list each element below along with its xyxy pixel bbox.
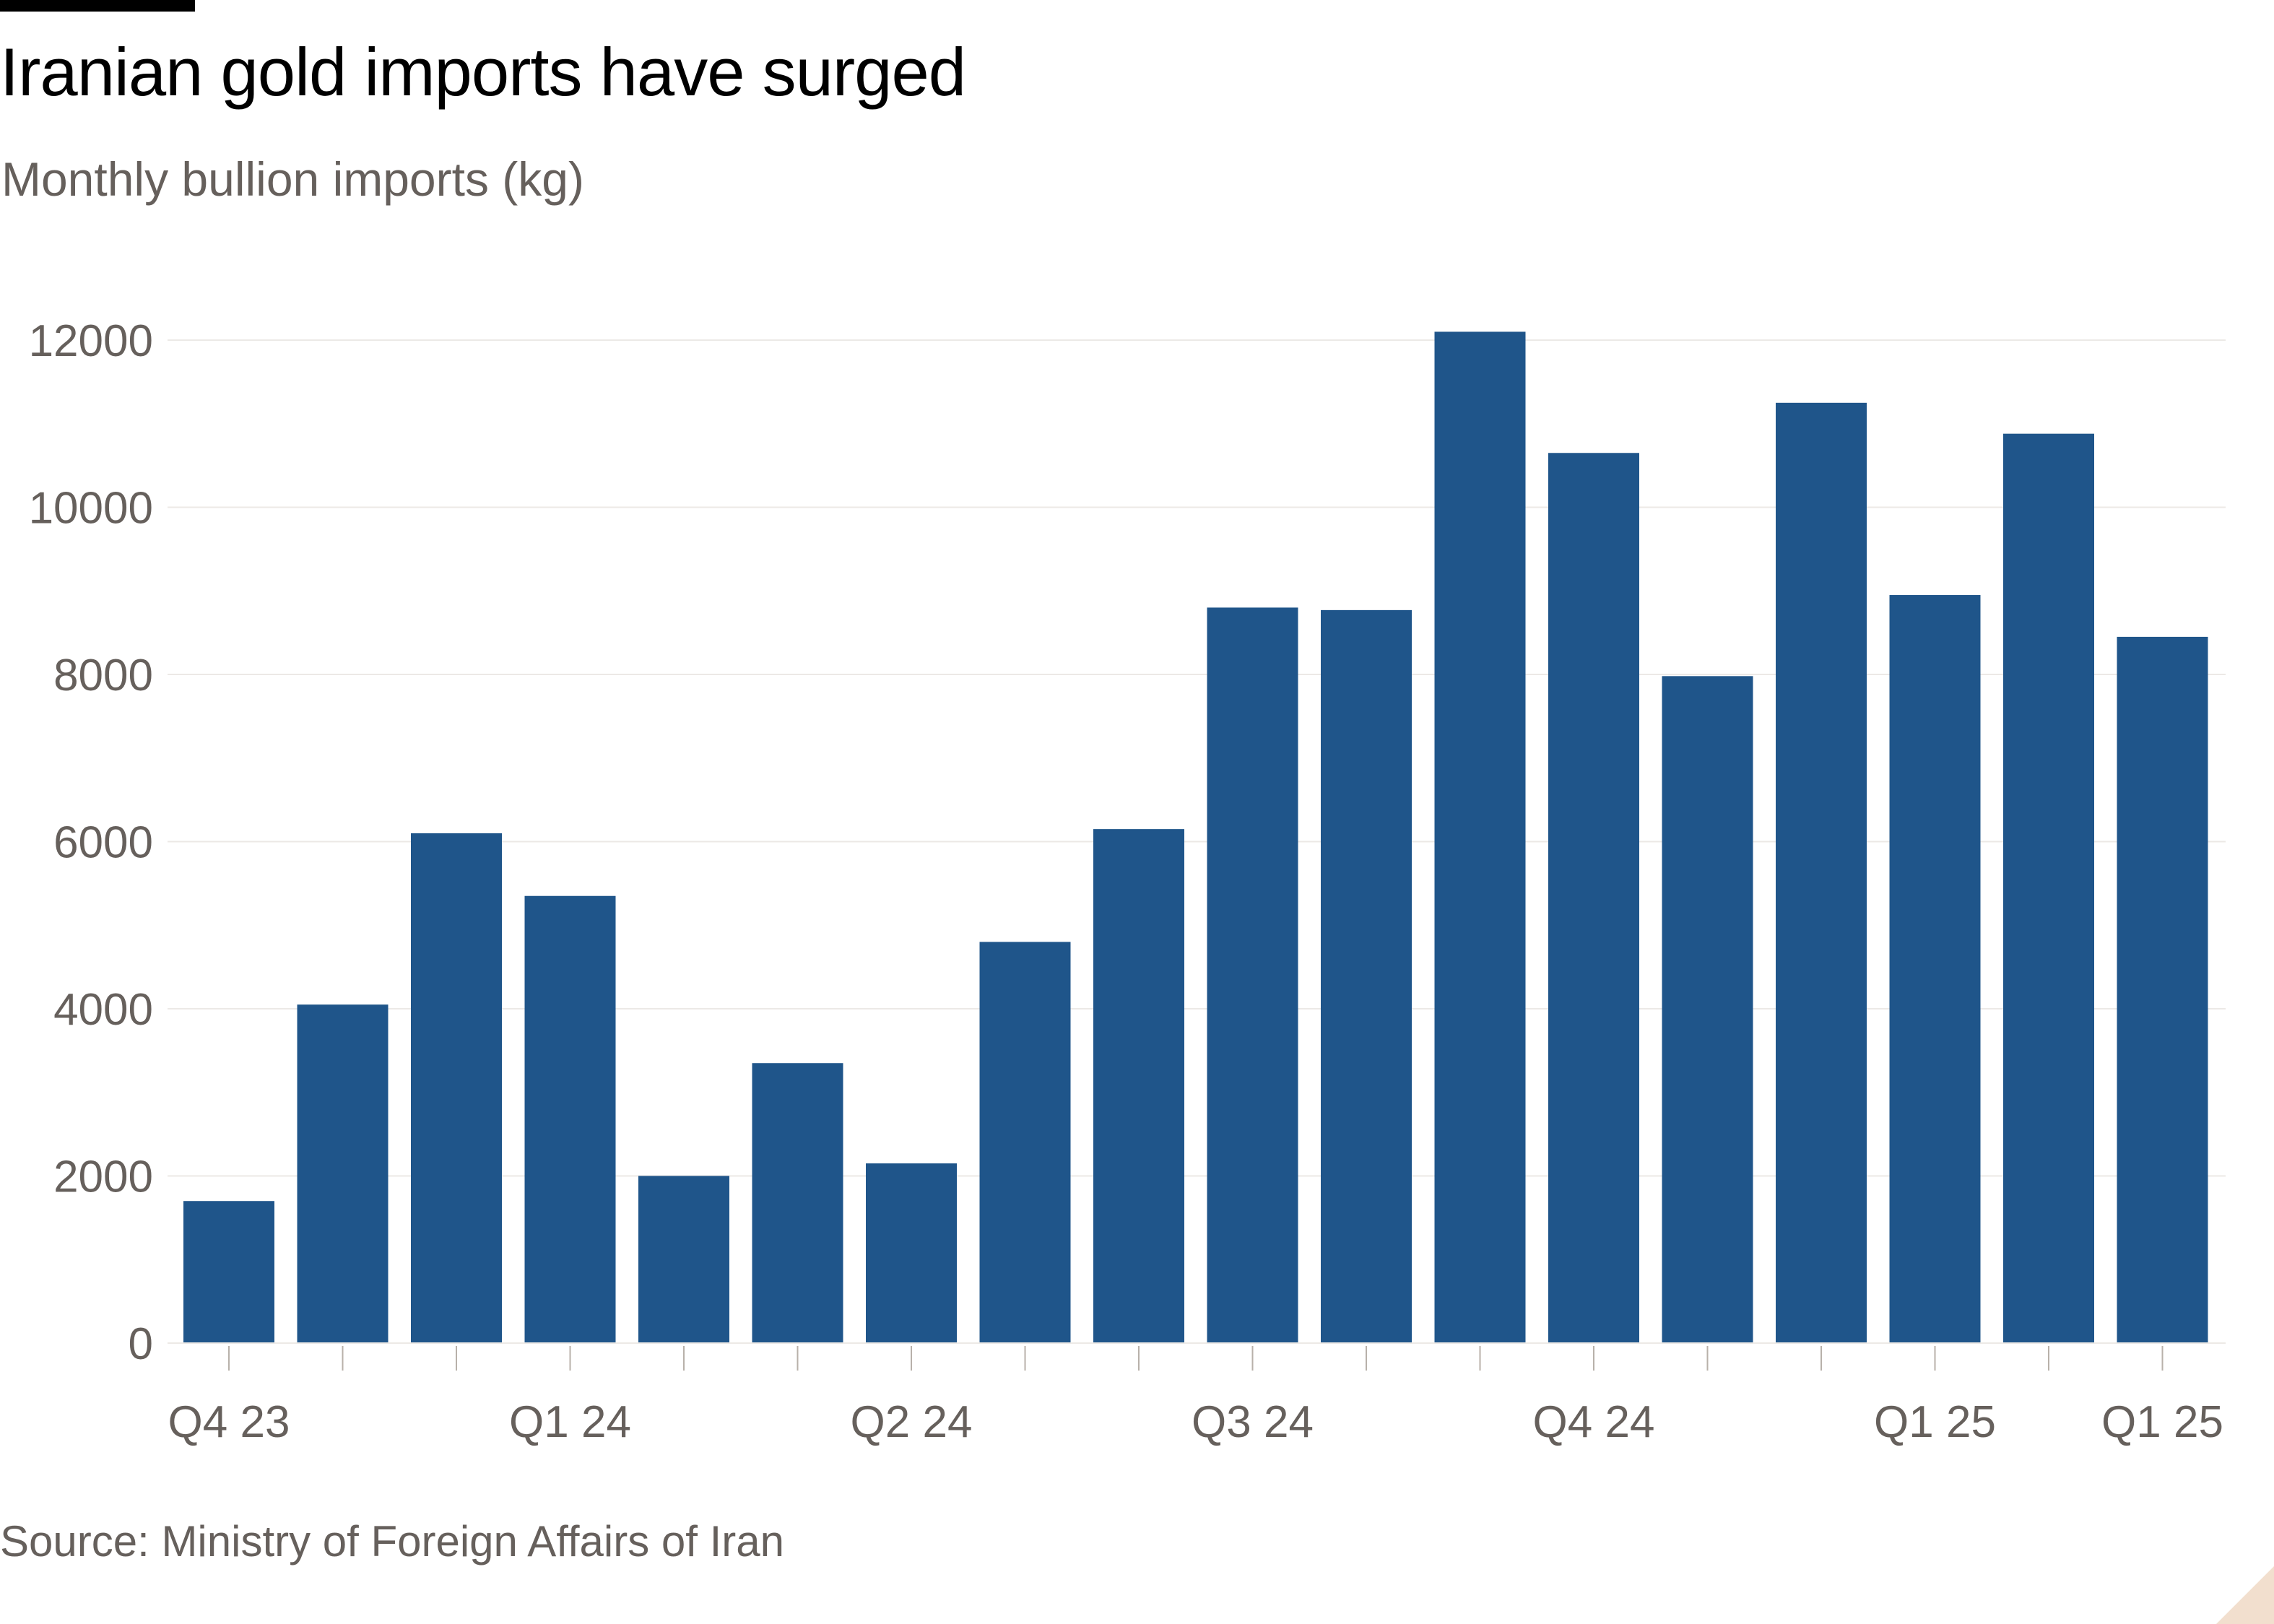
x-tick-label: Q1 24 bbox=[509, 1397, 631, 1447]
bar bbox=[183, 1201, 274, 1343]
bar bbox=[297, 1004, 389, 1343]
bar bbox=[638, 1176, 729, 1343]
x-tick-label: Q3 24 bbox=[1192, 1397, 1314, 1447]
y-tick-label: 10000 bbox=[29, 484, 153, 534]
y-tick-label: 4000 bbox=[53, 985, 153, 1035]
y-tick-label: 0 bbox=[129, 1319, 153, 1369]
bar bbox=[1548, 453, 1639, 1344]
y-tick-label: 6000 bbox=[53, 818, 153, 868]
bar bbox=[1889, 595, 1981, 1343]
bar bbox=[411, 833, 502, 1343]
grid-lines bbox=[168, 339, 2226, 1177]
bars bbox=[183, 331, 2208, 1344]
bar bbox=[1434, 331, 1526, 1343]
bar bbox=[866, 1163, 957, 1343]
bar-chart: 0 2000 4000 6000 8000 10000 12000 Q4 23 Q1 24 Q2… bbox=[29, 316, 2226, 1447]
chart-title: Iranian gold imports have surged bbox=[0, 34, 966, 110]
bar bbox=[524, 895, 616, 1343]
source-note: Source: Ministry of Foreign Affairs of I… bbox=[0, 1517, 785, 1566]
x-tick-label: Q1 25 bbox=[1874, 1397, 1996, 1447]
x-tick-label: Q4 24 bbox=[1533, 1397, 1655, 1447]
bar bbox=[1207, 607, 1298, 1343]
x-tick-label: Q2 24 bbox=[851, 1397, 973, 1447]
chart-subtitle: Monthly bullion imports (kg) bbox=[1, 152, 584, 206]
bar bbox=[1662, 676, 1753, 1343]
corner-marker bbox=[2216, 1566, 2274, 1624]
x-tick-label: Q1 25 bbox=[2101, 1397, 2223, 1447]
x-tick-label: Q4 23 bbox=[168, 1397, 290, 1447]
bar bbox=[2003, 433, 2094, 1343]
x-axis bbox=[168, 1342, 2226, 1371]
bar bbox=[979, 942, 1071, 1343]
y-axis-labels: 0 2000 4000 6000 8000 10000 12000 bbox=[29, 316, 153, 1369]
bar bbox=[1093, 829, 1184, 1343]
bar bbox=[1321, 609, 1412, 1343]
y-tick-label: 2000 bbox=[53, 1152, 153, 1202]
x-axis-labels: Q4 23 Q1 24 Q2 24 Q3 24 Q4 24 Q1 25 Q1 25 bbox=[168, 1397, 2223, 1447]
bar bbox=[1776, 402, 1867, 1343]
y-tick-label: 8000 bbox=[53, 651, 153, 700]
y-tick-label: 12000 bbox=[29, 316, 153, 366]
bar bbox=[752, 1063, 843, 1343]
brand-bar bbox=[0, 0, 195, 12]
bar bbox=[2117, 636, 2208, 1343]
